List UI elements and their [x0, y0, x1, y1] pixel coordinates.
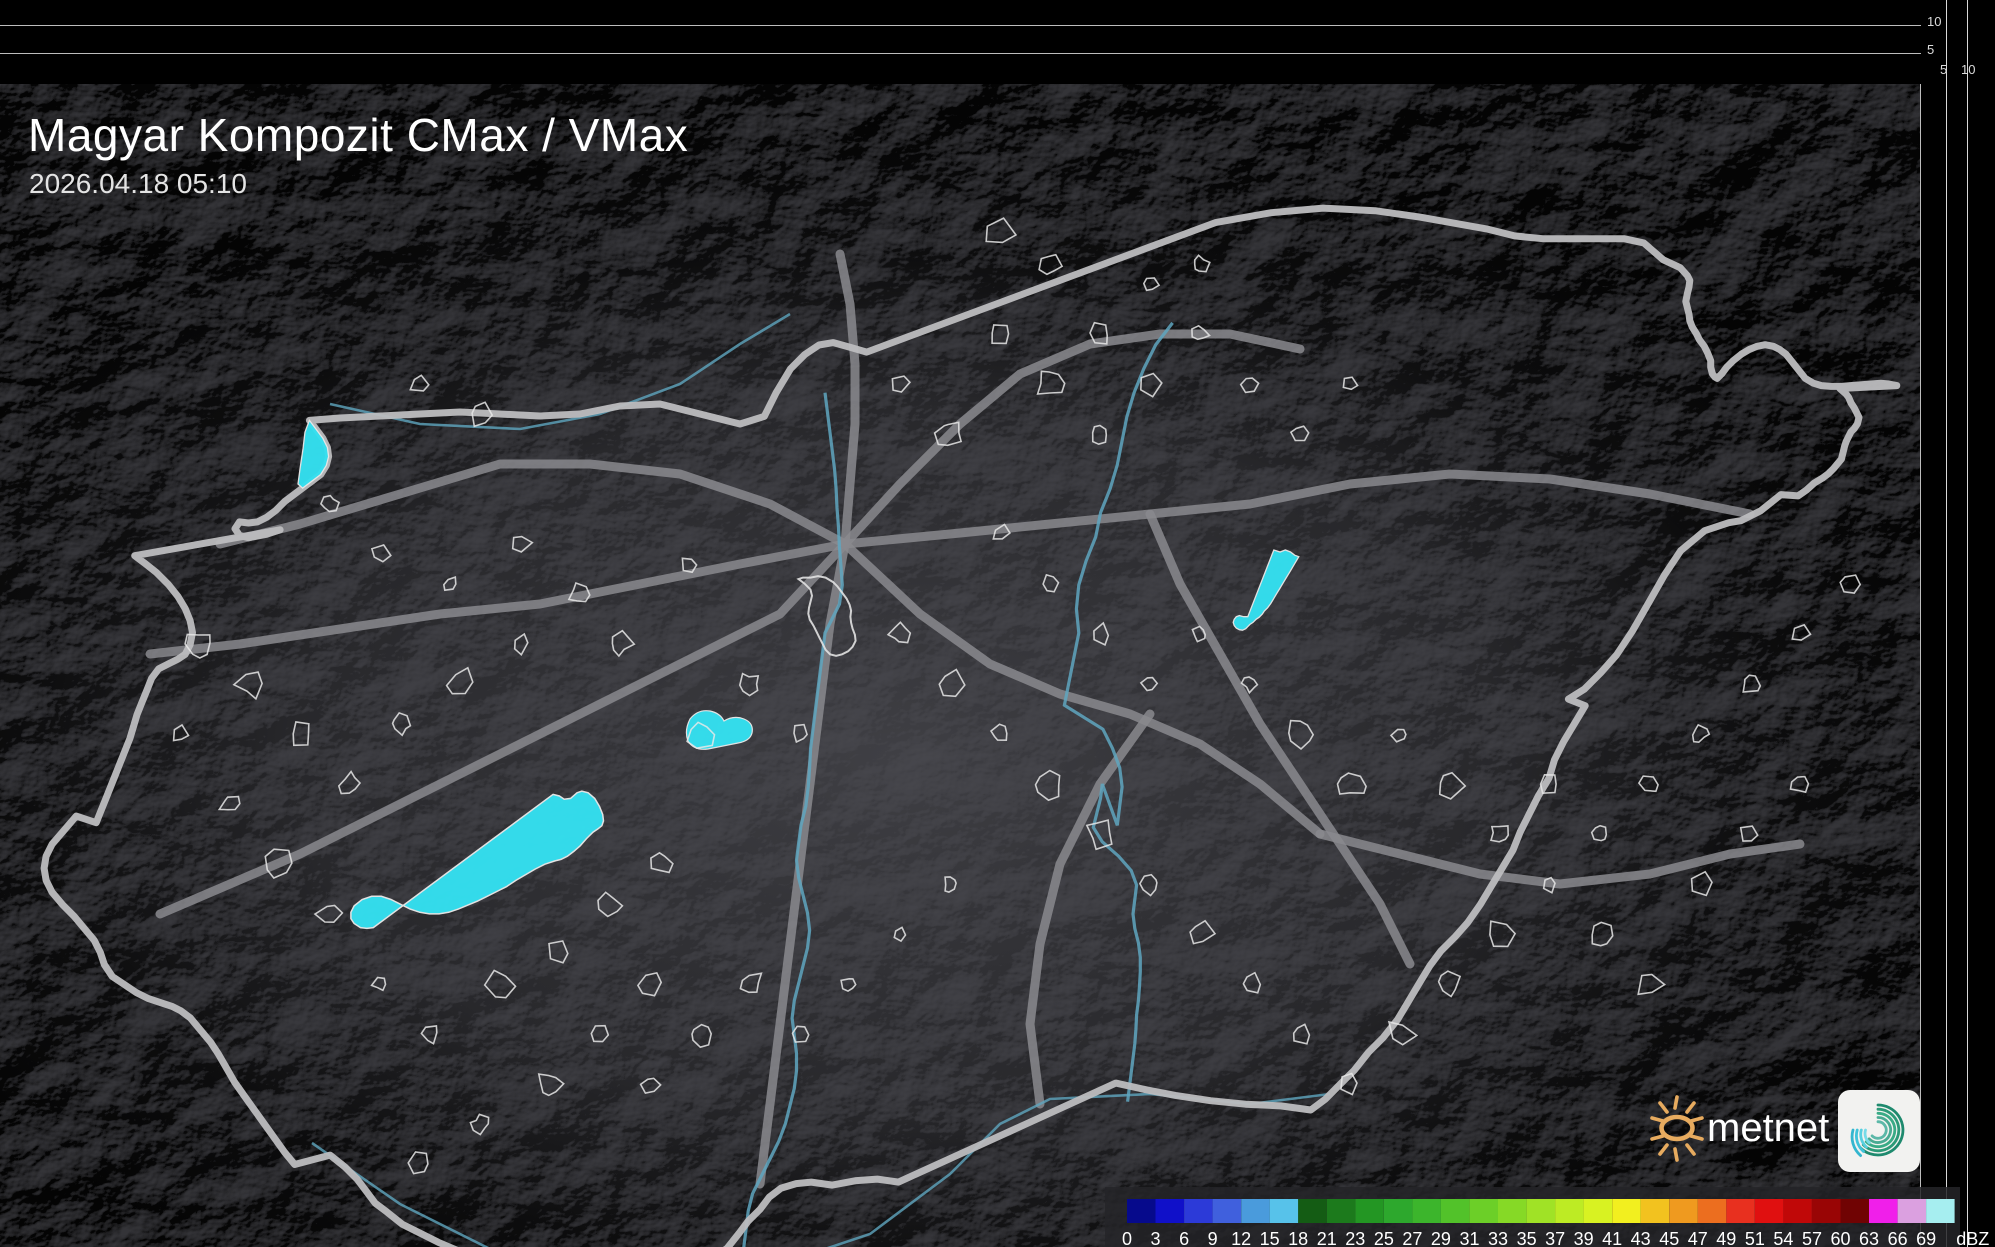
svg-text:dBZ: dBZ: [1956, 1229, 1989, 1247]
svg-text:51: 51: [1745, 1229, 1765, 1247]
svg-text:54: 54: [1773, 1229, 1793, 1247]
svg-text:6: 6: [1179, 1229, 1189, 1247]
svg-text:35: 35: [1517, 1229, 1537, 1247]
svg-text:45: 45: [1659, 1229, 1679, 1247]
svg-text:9: 9: [1208, 1229, 1218, 1247]
svg-text:37: 37: [1545, 1229, 1565, 1247]
svg-text:0: 0: [1122, 1229, 1132, 1247]
svg-text:43: 43: [1631, 1229, 1651, 1247]
svg-text:31: 31: [1459, 1229, 1479, 1247]
svg-text:69: 69: [1916, 1229, 1936, 1247]
svg-text:63: 63: [1859, 1229, 1879, 1247]
svg-text:25: 25: [1374, 1229, 1394, 1247]
svg-text:47: 47: [1688, 1229, 1708, 1247]
svg-text:3: 3: [1150, 1229, 1160, 1247]
svg-text:33: 33: [1488, 1229, 1508, 1247]
svg-text:27: 27: [1402, 1229, 1422, 1247]
svg-text:15: 15: [1260, 1229, 1280, 1247]
svg-text:49: 49: [1716, 1229, 1736, 1247]
svg-text:29: 29: [1431, 1229, 1451, 1247]
svg-text:60: 60: [1830, 1229, 1850, 1247]
svg-text:41: 41: [1602, 1229, 1622, 1247]
svg-text:18: 18: [1288, 1229, 1308, 1247]
svg-text:12: 12: [1231, 1229, 1251, 1247]
svg-text:39: 39: [1574, 1229, 1594, 1247]
svg-text:metnet: metnet: [1707, 1106, 1829, 1150]
svg-text:23: 23: [1345, 1229, 1365, 1247]
svg-text:66: 66: [1888, 1229, 1908, 1247]
svg-text:21: 21: [1317, 1229, 1337, 1247]
svg-text:57: 57: [1802, 1229, 1822, 1247]
